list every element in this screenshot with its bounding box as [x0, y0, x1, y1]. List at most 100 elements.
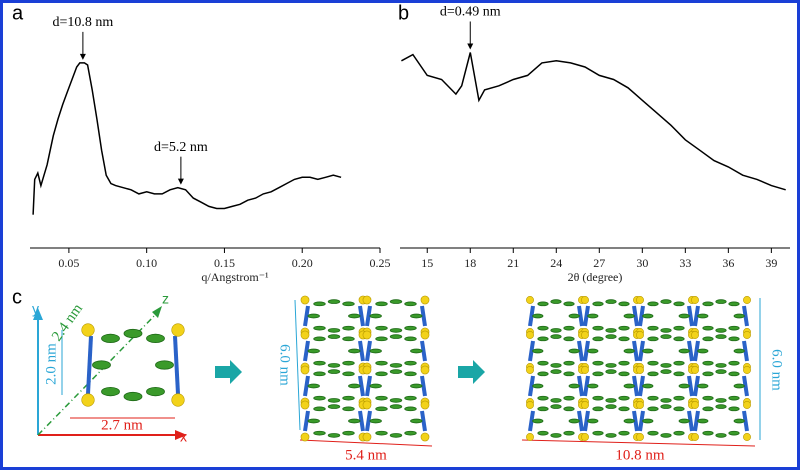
atom: [743, 331, 751, 339]
ring: [410, 383, 423, 389]
ring: [563, 336, 575, 342]
ring: [702, 406, 714, 412]
dimension-label: 5.4 nm: [345, 447, 387, 463]
ring: [673, 371, 685, 377]
arrow-head: [79, 53, 86, 60]
bond: [687, 305, 694, 327]
ring: [389, 404, 403, 409]
dimension-label: 6.0 nm: [277, 344, 293, 386]
ring: [532, 383, 544, 389]
ring: [618, 336, 630, 342]
ring: [673, 430, 685, 436]
bond: [86, 335, 93, 395]
x-axis-label: q/Angstrom⁻¹: [201, 270, 269, 284]
x-tick-label: 39: [765, 256, 777, 270]
axis-label: y: [32, 301, 39, 317]
ring: [563, 406, 575, 412]
bond: [583, 410, 590, 432]
ring: [404, 430, 417, 436]
dimension-label: 2.7 nm: [101, 417, 143, 433]
ring: [618, 360, 630, 366]
atom: [581, 366, 589, 374]
ring: [375, 360, 388, 366]
atom: [691, 401, 699, 409]
ring: [563, 301, 575, 307]
x-tick-label: 15: [421, 256, 433, 270]
diagram: x y z 2.7 nm 2.0 nm 2.4 nm 5.4 nm 6.0 nm…: [32, 291, 785, 464]
ring: [327, 433, 341, 438]
x-tick-label: 27: [593, 256, 605, 270]
ring: [327, 334, 341, 339]
atom: [581, 433, 589, 441]
ring: [592, 336, 604, 342]
atom: [691, 331, 699, 339]
ring: [715, 433, 727, 438]
bond: [358, 375, 365, 397]
ring: [715, 334, 727, 339]
ring: [410, 313, 423, 319]
ring: [342, 371, 355, 377]
ring: [592, 371, 604, 377]
ring: [728, 325, 740, 331]
ring: [389, 299, 403, 304]
annotation: d=5.2 nm: [154, 140, 208, 155]
ring: [101, 333, 120, 343]
ring: [568, 383, 580, 389]
ring: [673, 336, 685, 342]
x-tick-label: 18: [464, 256, 476, 270]
atom: [743, 296, 751, 304]
ring: [623, 418, 635, 424]
ring: [563, 325, 575, 331]
ring: [642, 313, 654, 319]
atom: [526, 331, 534, 339]
ring: [327, 363, 341, 368]
ring: [697, 313, 709, 319]
ring: [715, 398, 727, 403]
ring: [592, 325, 604, 331]
ring: [660, 363, 672, 368]
ring: [728, 360, 740, 366]
bond: [638, 410, 645, 432]
ring: [592, 360, 604, 366]
ring: [673, 301, 685, 307]
ring: [404, 325, 417, 331]
bond: [632, 375, 639, 397]
ring: [563, 395, 575, 401]
ring: [702, 360, 714, 366]
bond: [638, 375, 645, 397]
arrow-head: [177, 178, 184, 185]
ring: [389, 363, 403, 368]
ring: [660, 433, 672, 438]
dimension-label: 2.0 nm: [43, 343, 59, 385]
atom: [420, 365, 430, 375]
ring: [715, 363, 727, 368]
ring: [605, 404, 617, 409]
atom: [362, 400, 372, 410]
bond: [528, 305, 535, 327]
atom: [362, 330, 372, 340]
atom: [743, 401, 751, 409]
ring: [733, 348, 745, 354]
ring: [605, 299, 617, 304]
ring: [342, 430, 355, 436]
atom: [581, 331, 589, 339]
ring: [618, 395, 630, 401]
ring: [592, 395, 604, 401]
bond: [365, 340, 372, 362]
atom: [300, 365, 310, 375]
ring: [660, 299, 672, 304]
atom: [362, 365, 372, 375]
atom: [636, 366, 644, 374]
ring: [313, 406, 326, 412]
axis-label: z: [162, 291, 169, 307]
ring: [537, 430, 549, 436]
ring: [389, 369, 403, 374]
bond: [638, 340, 645, 362]
atom: [81, 393, 95, 407]
ring: [660, 334, 672, 339]
x-tick-label: 0.15: [214, 256, 235, 270]
ring: [327, 328, 341, 333]
ring: [537, 360, 549, 366]
bond: [528, 410, 535, 432]
